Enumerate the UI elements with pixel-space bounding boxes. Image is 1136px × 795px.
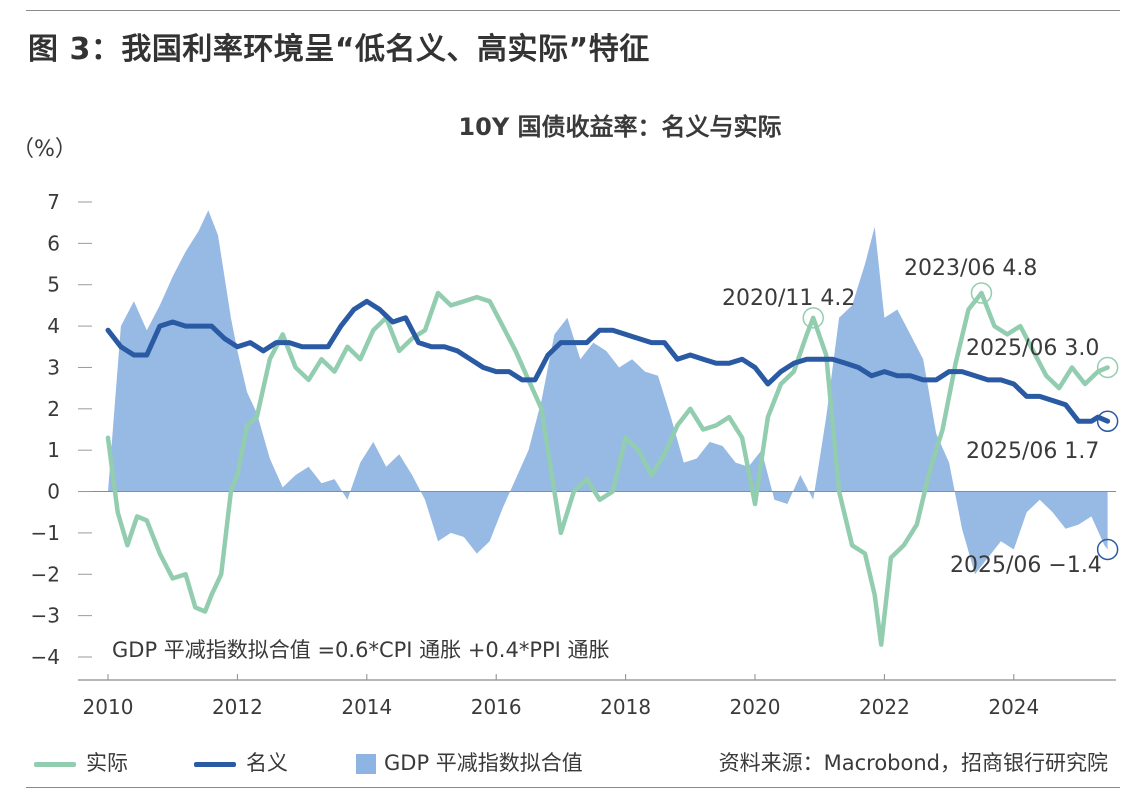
bottom-rule [26, 787, 1120, 788]
nominal-yield-line [105, 298, 1111, 424]
annotation-marker [1096, 410, 1119, 432]
annotation-marker [1096, 356, 1119, 379]
legend-label-real: 实际 [86, 751, 128, 775]
source-note: 资料来源：Macrobond，招商银行研究院 [718, 751, 1108, 775]
annotation-marker [802, 307, 824, 329]
annotations-layer: 2020/11 4.2 2023/06 4.8 2025/06 3.0 2025/06… [722, 256, 1119, 578]
legend-item-real: 实际 [34, 747, 128, 777]
legend-item-nominal: 名义 [194, 747, 288, 777]
y-tick-label: −1 [31, 521, 60, 545]
chart-text-layer: 10Y 国债收益率：名义与实际 （%） GDP 平减指数拟合值 =0.6*CPI 通… [12, 113, 782, 662]
formula-note: GDP 平减指数拟合值 =0.6*CPI 通胀 +0.4*PPI 通胀 [112, 638, 610, 662]
x-tick-label: 2020 [730, 695, 781, 719]
y-axis-unit: （%） [12, 137, 77, 162]
annotation-label: 2025/06 −1.4 [950, 553, 1102, 578]
legend-swatch-nominal [194, 761, 236, 767]
legend-swatch-deflator [356, 754, 376, 774]
real-yield-line [105, 290, 1110, 647]
deflator-area-layer [108, 210, 1108, 575]
y-tick-label: −4 [31, 645, 60, 669]
legend-item-deflator: GDP 平减指数拟合值 [356, 747, 583, 777]
y-tick-label: 0 [47, 480, 60, 504]
annotation-label: 2023/06 4.8 [904, 256, 1037, 281]
x-tick-label: 2016 [471, 695, 522, 719]
legend-label-deflator: GDP 平减指数拟合值 [384, 751, 583, 775]
series-lines-layer [105, 290, 1111, 647]
y-tick-label: −3 [31, 604, 60, 628]
y-tick-label: 1 [47, 438, 60, 462]
y-tick-label: 5 [47, 273, 60, 297]
top-rule [26, 10, 1120, 11]
deflator-area [108, 210, 1108, 575]
annotation-label: 2020/11 4.2 [722, 286, 855, 311]
x-tick-label: 2022 [859, 695, 910, 719]
chart-title: 10Y 国债收益率：名义与实际 [458, 113, 781, 141]
x-tick-label: 2010 [83, 695, 134, 719]
legend-swatch-real [34, 761, 76, 767]
legend-label-nominal: 名义 [246, 751, 288, 775]
x-tick-label: 2018 [600, 695, 651, 719]
y-tick-label: 3 [47, 355, 60, 379]
y-tick-label: 2 [47, 397, 60, 421]
annotation-label: 2025/06 1.7 [966, 439, 1099, 464]
y-tick-label: 7 [47, 190, 60, 214]
y-tick-label: 4 [47, 314, 60, 338]
figure-title: 图 3：我国利率环境呈“低名义、高实际”特征 [28, 32, 650, 67]
legend: 实际 名义 GDP 平减指数拟合值 资料来源：Macrobond，招商银行研究院 [26, 745, 1126, 779]
annotation-marker [970, 282, 993, 304]
annotation-marker [1096, 538, 1119, 561]
x-tick-label: 2024 [988, 695, 1039, 719]
x-tick-label: 2014 [341, 695, 392, 719]
annotation-label: 2025/06 3.0 [966, 336, 1099, 361]
x-tick-label: 2012 [212, 695, 263, 719]
y-tick-label: −2 [31, 562, 60, 586]
y-tick-label: 6 [47, 231, 60, 255]
